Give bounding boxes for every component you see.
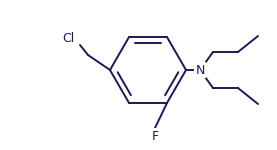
Text: F: F xyxy=(152,129,158,142)
Text: Cl: Cl xyxy=(62,32,74,45)
Text: N: N xyxy=(195,63,205,76)
